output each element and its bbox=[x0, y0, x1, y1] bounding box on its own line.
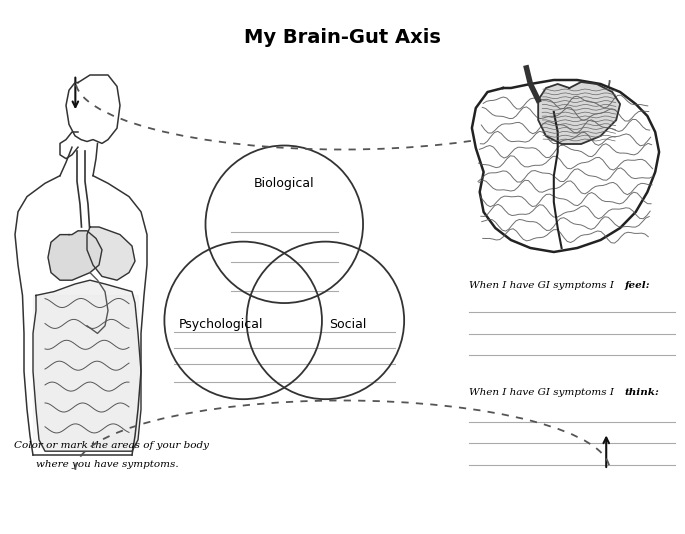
Text: Social: Social bbox=[329, 318, 366, 331]
Text: Color or mark the areas of your body: Color or mark the areas of your body bbox=[14, 442, 209, 450]
Polygon shape bbox=[472, 80, 659, 252]
Text: where you have symptoms.: where you have symptoms. bbox=[36, 460, 178, 469]
Polygon shape bbox=[33, 295, 138, 447]
Text: When I have GI symptoms I: When I have GI symptoms I bbox=[469, 281, 617, 290]
Polygon shape bbox=[33, 280, 141, 451]
Text: Psychological: Psychological bbox=[179, 318, 263, 331]
Text: feel:: feel: bbox=[624, 281, 650, 290]
Polygon shape bbox=[87, 227, 135, 280]
Text: My Brain-Gut Axis: My Brain-Gut Axis bbox=[244, 28, 441, 47]
Polygon shape bbox=[538, 82, 620, 144]
Text: Biological: Biological bbox=[254, 177, 314, 190]
Polygon shape bbox=[48, 231, 102, 280]
Text: When I have GI symptoms I: When I have GI symptoms I bbox=[469, 388, 617, 397]
Text: think:: think: bbox=[624, 388, 659, 397]
